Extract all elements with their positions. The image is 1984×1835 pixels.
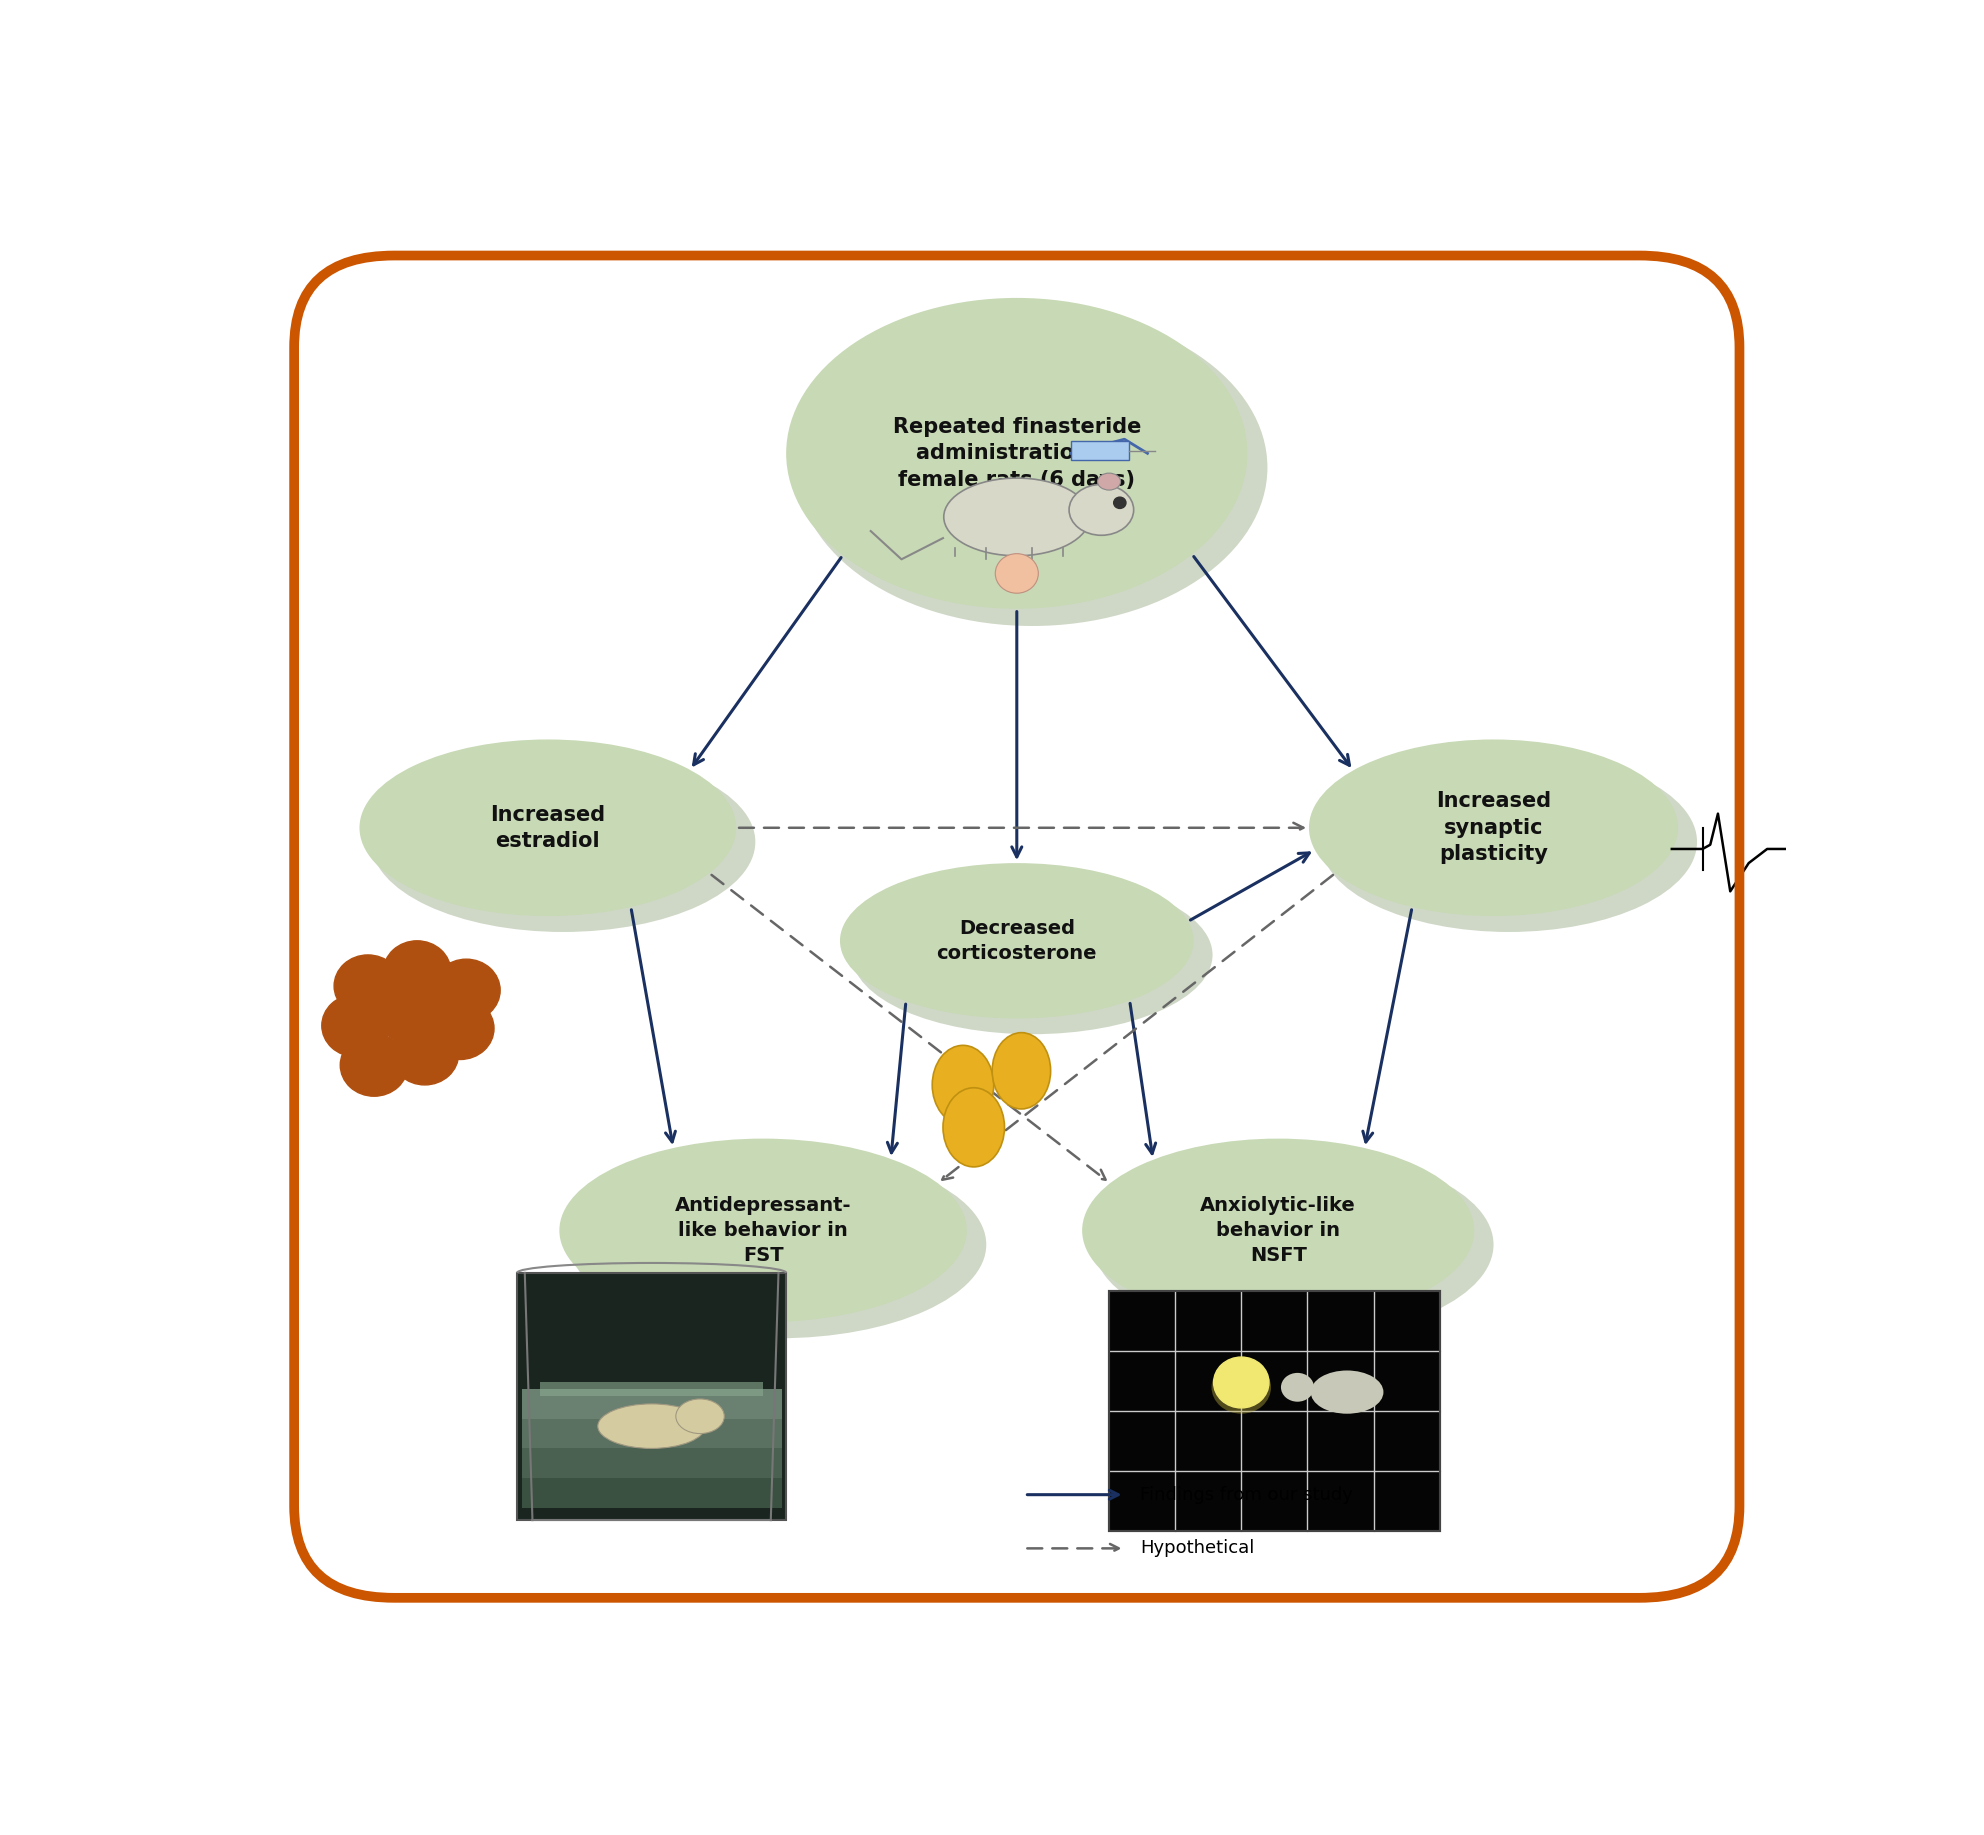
Ellipse shape bbox=[597, 1404, 706, 1448]
Bar bbox=[1071, 440, 1129, 461]
Circle shape bbox=[1113, 497, 1127, 508]
Circle shape bbox=[427, 996, 494, 1059]
Ellipse shape bbox=[677, 1398, 724, 1433]
Bar bbox=[1109, 1292, 1440, 1532]
Text: Decreased
corticosterone: Decreased corticosterone bbox=[936, 919, 1097, 963]
Text: Repeated finasteride
administration in
female rats (6 days): Repeated finasteride administration in f… bbox=[893, 417, 1141, 490]
Ellipse shape bbox=[1093, 1151, 1494, 1338]
Text: Findings from our study: Findings from our study bbox=[1139, 1486, 1353, 1503]
Circle shape bbox=[383, 941, 450, 1004]
Text: Anxiolytic-like
behavior in
NSFT: Anxiolytic-like behavior in NSFT bbox=[1200, 1196, 1357, 1264]
Ellipse shape bbox=[1309, 740, 1678, 916]
Ellipse shape bbox=[1311, 1371, 1383, 1413]
Ellipse shape bbox=[839, 862, 1194, 1018]
Circle shape bbox=[433, 960, 500, 1022]
Ellipse shape bbox=[1069, 484, 1133, 536]
Circle shape bbox=[321, 995, 389, 1057]
Circle shape bbox=[1214, 1358, 1270, 1407]
Bar bbox=[1109, 1292, 1440, 1532]
Ellipse shape bbox=[559, 1138, 966, 1323]
Ellipse shape bbox=[571, 1151, 986, 1338]
Ellipse shape bbox=[942, 1088, 1004, 1167]
Circle shape bbox=[341, 1035, 409, 1095]
Bar bbox=[518, 1273, 786, 1519]
Ellipse shape bbox=[798, 308, 1268, 626]
Text: Increased
synaptic
plasticity: Increased synaptic plasticity bbox=[1436, 791, 1551, 864]
Ellipse shape bbox=[992, 1033, 1052, 1108]
Ellipse shape bbox=[944, 479, 1089, 556]
Ellipse shape bbox=[851, 875, 1212, 1035]
Ellipse shape bbox=[1282, 1373, 1313, 1402]
Circle shape bbox=[996, 554, 1038, 593]
Text: Increased
estradiol: Increased estradiol bbox=[490, 804, 605, 851]
Text: Antidepressant-
like behavior in
FST: Antidepressant- like behavior in FST bbox=[675, 1196, 851, 1264]
Bar bbox=[540, 1382, 764, 1396]
Circle shape bbox=[391, 1022, 458, 1084]
Ellipse shape bbox=[1097, 473, 1121, 490]
Ellipse shape bbox=[371, 752, 756, 932]
Ellipse shape bbox=[1212, 1362, 1272, 1413]
Ellipse shape bbox=[786, 297, 1248, 609]
Circle shape bbox=[375, 980, 442, 1042]
Ellipse shape bbox=[1321, 752, 1696, 932]
Bar bbox=[522, 1477, 782, 1508]
Bar bbox=[522, 1448, 782, 1477]
Text: Hypothetical: Hypothetical bbox=[1139, 1540, 1254, 1558]
Bar bbox=[522, 1418, 782, 1448]
Ellipse shape bbox=[359, 740, 736, 916]
Bar bbox=[522, 1389, 782, 1418]
Circle shape bbox=[333, 954, 401, 1017]
Ellipse shape bbox=[1081, 1138, 1474, 1323]
Ellipse shape bbox=[932, 1046, 994, 1125]
